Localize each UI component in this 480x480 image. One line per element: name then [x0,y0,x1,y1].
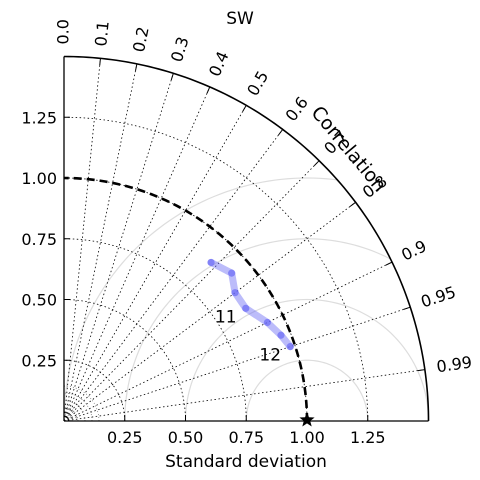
series: 11 12 [207,258,315,427]
correlation-grid-line [63,369,425,422]
correlation-grid-line [63,86,211,422]
std-grid-arc [63,177,308,422]
correlation-tick-label: 0.99 [435,352,473,376]
reference-std-arc [63,176,309,422]
correlation-grid-line [63,63,138,422]
y-tick-label: 1.00 [21,169,57,188]
series-point [228,269,236,277]
rms-contour [184,298,429,421]
x-tick-label: 0.75 [228,428,264,447]
minor-grid-arc [63,406,79,422]
correlation-tick [99,58,101,66]
series-point-label: 11 [215,307,237,327]
correlation-tick-label: 0.0 [54,19,73,44]
rms-contours [64,177,429,421]
y-tick-label: 1.25 [21,108,57,127]
series-point-label: 12 [259,346,281,366]
correlation-tick [313,160,320,167]
outer-arc [63,55,430,422]
minor-grid-arc [63,413,72,422]
std-grid-arc [63,299,186,422]
y-tick-label: 0.50 [21,291,57,310]
correlation-tick-label: 0.95 [418,282,458,311]
grid [63,58,425,422]
correlation-tick [242,105,247,112]
reference-star [299,412,315,427]
x-tick-label: 0.25 [107,428,143,447]
series-point [242,304,250,312]
rms-contour [245,359,369,421]
correlation-tick [170,73,174,81]
correlation-tick [135,63,138,71]
correlation-tick-label: 0.4 [205,48,233,79]
correlation-tick-label: 0.9 [398,236,429,264]
correlation-tick-label: 0.2 [129,25,153,54]
correlation-axis-label: Correlation [306,102,390,196]
correlation-grid-line [63,201,356,422]
series-point [286,343,294,351]
y-tick-label: 0.75 [21,230,57,249]
minor-grid-arc [63,392,93,422]
series-point [207,258,215,267]
series-point [231,289,239,297]
series-point [263,318,271,327]
chart-title: SW [226,9,254,29]
correlation-tick-label: 0.1 [91,20,112,47]
correlation-tick [349,201,356,207]
x-tick-label: 1.00 [289,428,325,447]
correlation-grid-line [63,105,247,422]
correlation-tick [278,129,284,136]
minor-grid-arc [63,399,86,422]
x-tick-label: 0.50 [168,428,204,447]
correlation-tick [417,369,425,372]
x-tick-label: 1.25 [350,428,386,447]
series-point [277,331,285,339]
axes: 0.25 0.25 0.50 0.50 0.75 0.75 1.00 1.00 1.25 1.25… [21,19,473,447]
correlation-grid-line [63,306,411,422]
correlation-grid-line [63,261,393,422]
minor-grid-arc [63,385,100,422]
y-tick-label: 0.25 [21,351,57,370]
correlation-tick [403,306,411,310]
correlation-tick [206,86,211,94]
rms-contour [124,238,429,421]
correlation-tick [385,261,393,266]
correlation-tick-label: 0.3 [167,34,193,64]
rms-contour [64,177,429,421]
correlation-tick-label: 0.5 [243,68,272,100]
x-axis-label: Standard deviation [165,452,327,472]
correlation-tick-label: 0.6 [282,93,312,125]
correlation-grid-line [63,73,174,422]
